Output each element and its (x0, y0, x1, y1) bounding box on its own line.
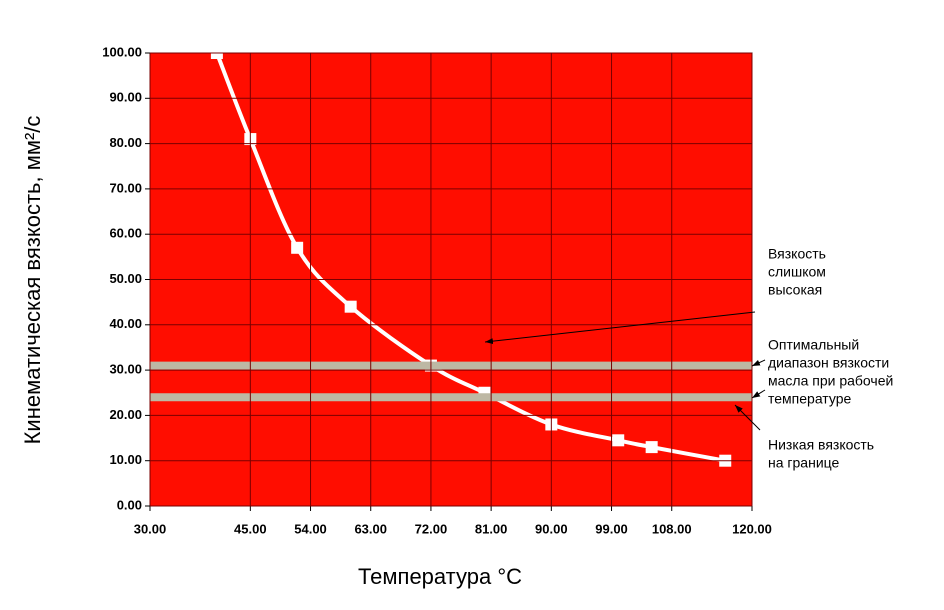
arrow (751, 359, 766, 367)
x-tick-label: 99.00 (595, 521, 628, 536)
arrow (751, 389, 766, 399)
annotation: диапазон вязкости (768, 355, 889, 371)
y-tick-label: 10.00 (109, 452, 142, 467)
annotation: масла при рабочей (768, 373, 893, 389)
arrow (734, 404, 761, 431)
x-tick-label: 63.00 (354, 521, 387, 536)
y-tick-label: 40.00 (109, 316, 142, 331)
marker (344, 300, 357, 313)
annotation: температуре (768, 391, 851, 407)
y-tick-label: 70.00 (109, 180, 142, 195)
annotation: высокая (768, 282, 822, 298)
x-tick-label: 108.00 (652, 521, 692, 536)
y-tick-label: 0.00 (117, 497, 142, 512)
annotation: Оптимальный (768, 337, 859, 353)
x-tick-label: 54.00 (294, 521, 327, 536)
y-tick-label: 100.00 (102, 44, 142, 59)
marker (291, 241, 304, 254)
x-axis-label: Температура °С (358, 564, 522, 589)
x-tick-label: 72.00 (415, 521, 448, 536)
arrow (484, 311, 756, 345)
annotation: слишком (768, 264, 826, 280)
x-tick-label: 45.00 (234, 521, 267, 536)
annotation: Вязкость (768, 246, 826, 262)
y-tick-label: 20.00 (109, 407, 142, 422)
annotation: на границе (768, 455, 839, 471)
marker (612, 434, 625, 447)
y-tick-label: 80.00 (109, 135, 142, 150)
y-tick-label: 90.00 (109, 90, 142, 105)
y-tick-label: 30.00 (109, 362, 142, 377)
y-tick-label: 60.00 (109, 226, 142, 241)
y-tick-label: 50.00 (109, 271, 142, 286)
x-tick-label: 30.00 (134, 521, 167, 536)
x-tick-label: 81.00 (475, 521, 508, 536)
marker (645, 441, 658, 454)
y-axis-label: Кинематическая вязкость, мм²/с (20, 116, 45, 445)
x-tick-label: 90.00 (535, 521, 568, 536)
line (215, 52, 726, 463)
x-tick-label: 120.00 (732, 521, 772, 536)
annotation: Низкая вязкость (768, 437, 874, 453)
